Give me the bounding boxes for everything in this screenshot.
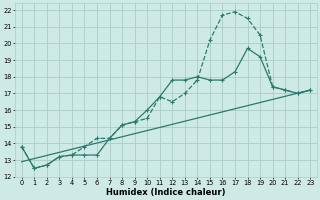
- X-axis label: Humidex (Indice chaleur): Humidex (Indice chaleur): [106, 188, 226, 197]
